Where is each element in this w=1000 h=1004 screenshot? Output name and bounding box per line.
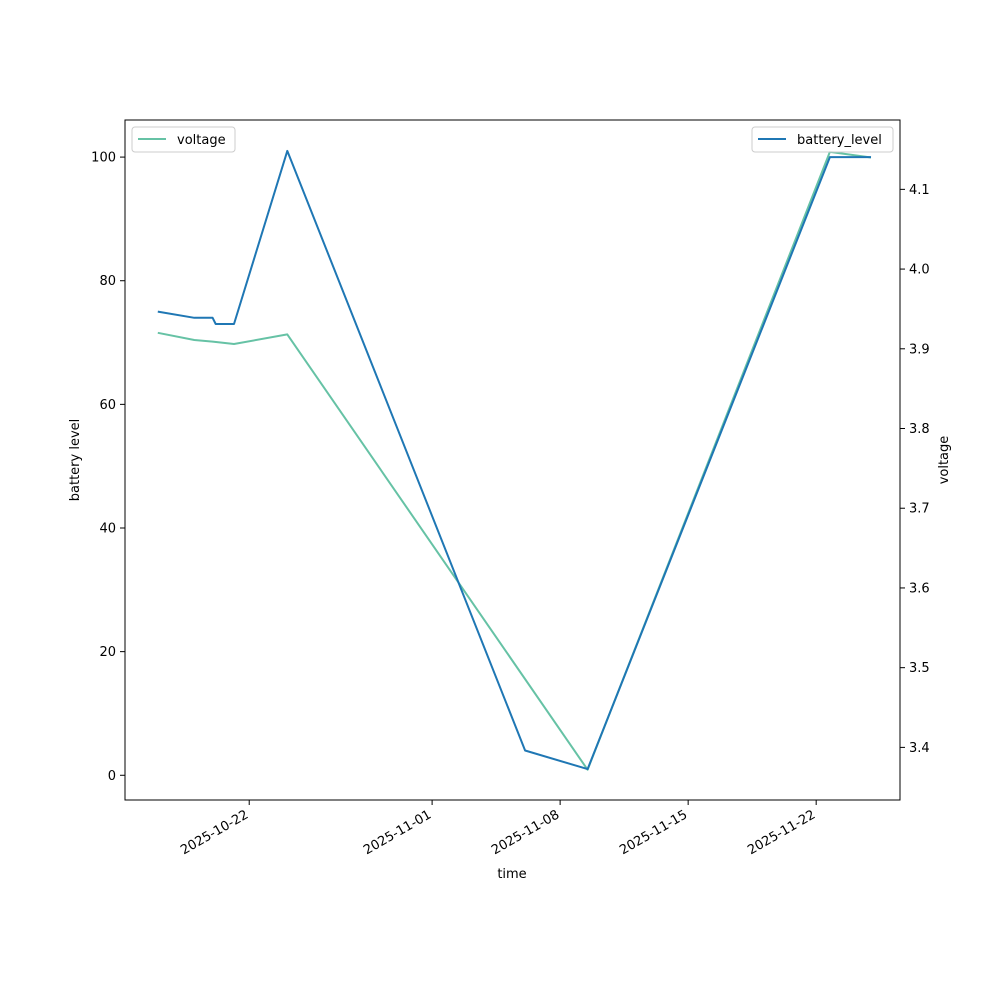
- x-axis: 2025-10-22 2025-11-01 2025-11-08 2025-11-15…: [178, 800, 818, 858]
- y-axis-left: 0 20 40 60 80 100: [91, 151, 125, 784]
- y-right-tick-label: 3.5: [909, 661, 930, 676]
- x-tick-label: 2025-11-01: [361, 807, 434, 858]
- y-axis-left-label: battery level: [68, 419, 83, 502]
- y-right-tick-label: 3.8: [909, 422, 930, 437]
- x-tick-label: 2025-11-15: [617, 807, 690, 858]
- series-line-voltage: [157, 150, 872, 771]
- series-line-battery-level: [157, 149, 871, 771]
- y-left-tick-label: 60: [99, 398, 116, 413]
- x-tick-label: 2025-10-22: [178, 807, 251, 858]
- y-axis-right-label: voltage: [937, 436, 952, 485]
- x-tick-label: 2025-11-08: [489, 807, 562, 858]
- y-left-tick-label: 40: [99, 522, 116, 537]
- plot-frame: [124, 119, 901, 801]
- y-right-tick-label: 3.9: [909, 342, 930, 357]
- y-axis-right: 3.4 3.5 3.6 3.7 3.8 3.9 4.0 4.1: [900, 183, 930, 756]
- y-left-tick-label: 100: [91, 151, 116, 166]
- legend-battery-level-box: [751, 126, 894, 153]
- plot-background: [125, 120, 900, 800]
- y-right-tick-label: 3.4: [909, 741, 930, 756]
- series-layer: [157, 149, 872, 771]
- y-left-tick-label: 20: [99, 645, 116, 660]
- y-left-tick-label: 0: [108, 769, 116, 784]
- legend-voltage-box: [131, 126, 236, 153]
- y-right-tick-label: 3.6: [909, 581, 930, 596]
- legend-voltage: voltage: [131, 126, 236, 153]
- legend-battery-level-label: battery_level: [797, 133, 882, 148]
- y-left-tick-label: 80: [99, 274, 116, 289]
- x-axis-label: time: [497, 867, 526, 882]
- legend-voltage-label: voltage: [177, 133, 226, 148]
- y-right-tick-label: 3.7: [909, 502, 930, 517]
- y-right-tick-label: 4.1: [909, 183, 930, 198]
- x-tick-label: 2025-11-22: [745, 807, 818, 858]
- y-right-tick-label: 4.0: [909, 263, 930, 278]
- legend-battery-level: battery_level: [751, 126, 894, 153]
